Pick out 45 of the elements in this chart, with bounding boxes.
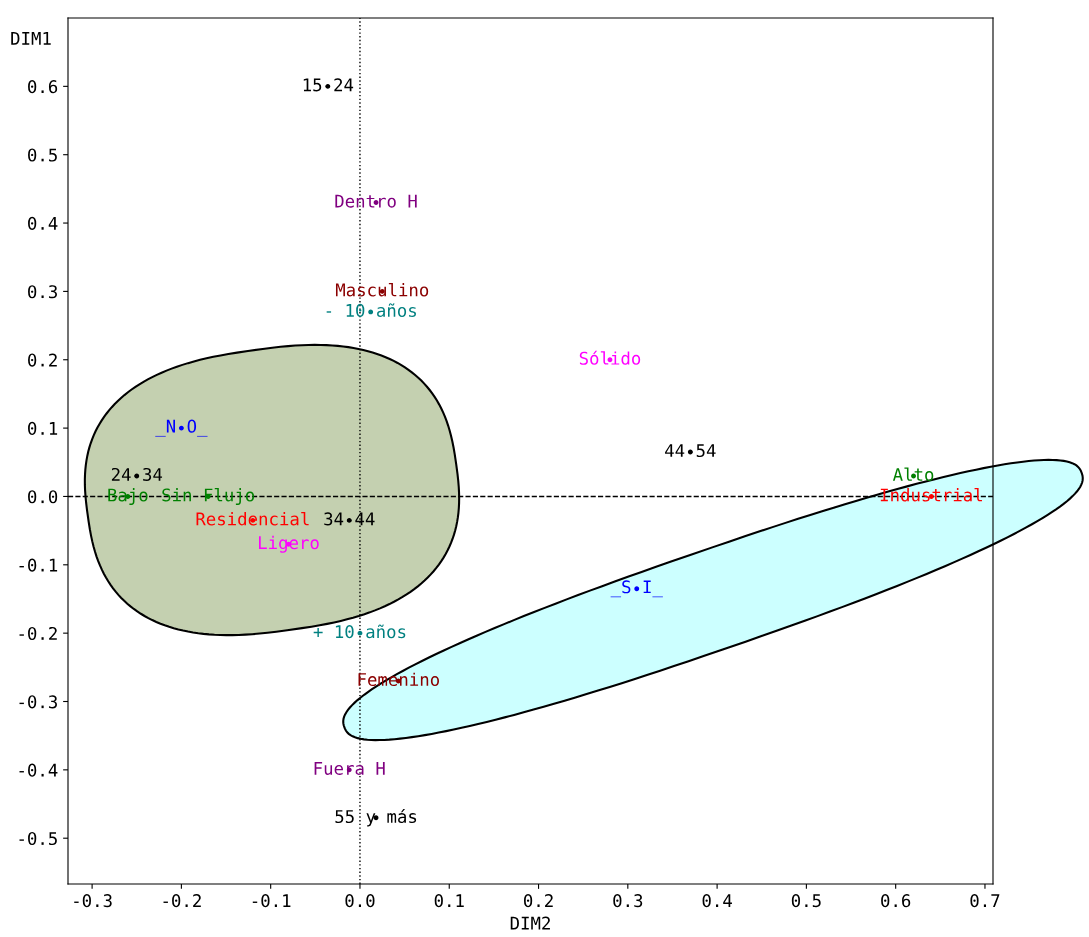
x-tick-label: 0.0	[345, 894, 375, 908]
y-tick-label: -0.4	[19, 763, 58, 777]
x-tick-label: -0.3	[74, 894, 112, 908]
x-tick-label: -0.2	[163, 894, 201, 908]
x-tick-label: 0.3	[613, 894, 643, 908]
series-label: + 10 años	[313, 624, 406, 639]
x-axis-title: DIM2	[510, 916, 550, 930]
y-axis-title: DIM1	[11, 32, 51, 45]
series-label: Residencial	[196, 511, 309, 526]
y-tick-label: -0.1	[19, 558, 58, 572]
series-label: - 10 años	[326, 303, 416, 317]
series-label: Masculino	[335, 282, 429, 297]
y-tick-label: 0.2	[28, 353, 57, 367]
x-tick-label: 0.7	[970, 894, 1000, 908]
y-tick-label: 0.1	[28, 421, 58, 435]
x-tick-label: 0.6	[881, 894, 911, 908]
point	[634, 586, 640, 592]
y-tick-label: -0.3	[19, 695, 57, 709]
y-tick-label: 0.0	[28, 490, 58, 504]
y-tick-label: 0.3	[28, 285, 57, 299]
series-label: Dentro H	[335, 194, 417, 208]
point	[368, 309, 374, 315]
x-tick-label: 0.1	[434, 894, 464, 908]
series-label: Ligero	[259, 535, 319, 553]
series-label: _N O_	[155, 419, 208, 437]
series-label: 15-24	[303, 78, 354, 92]
series-label: 34-44	[324, 512, 375, 526]
y-tick-label: 0.6	[28, 80, 58, 94]
y-tick-label: -0.2	[19, 626, 57, 641]
y-tick-label: 0.4	[28, 216, 58, 230]
point	[357, 630, 363, 636]
series-label: _S I_	[610, 580, 663, 598]
series-label: Sólido	[579, 350, 641, 365]
x-tick-label: 0.2	[523, 894, 553, 908]
series-label: 55 y más	[335, 808, 417, 827]
point	[178, 425, 184, 431]
y-tick-label: -0.5	[19, 831, 57, 846]
series-label: 44-54	[665, 444, 716, 458]
series-label: Fuera H	[314, 762, 385, 775]
x-tick-label: 0.4	[702, 894, 732, 908]
x-tick-label: 0.5	[791, 894, 821, 908]
series-label: Alto	[892, 467, 934, 482]
x-tick-label: -0.1	[252, 894, 291, 908]
y-tick-label: 0.5	[28, 148, 57, 162]
series-label: 24-34	[111, 467, 163, 482]
